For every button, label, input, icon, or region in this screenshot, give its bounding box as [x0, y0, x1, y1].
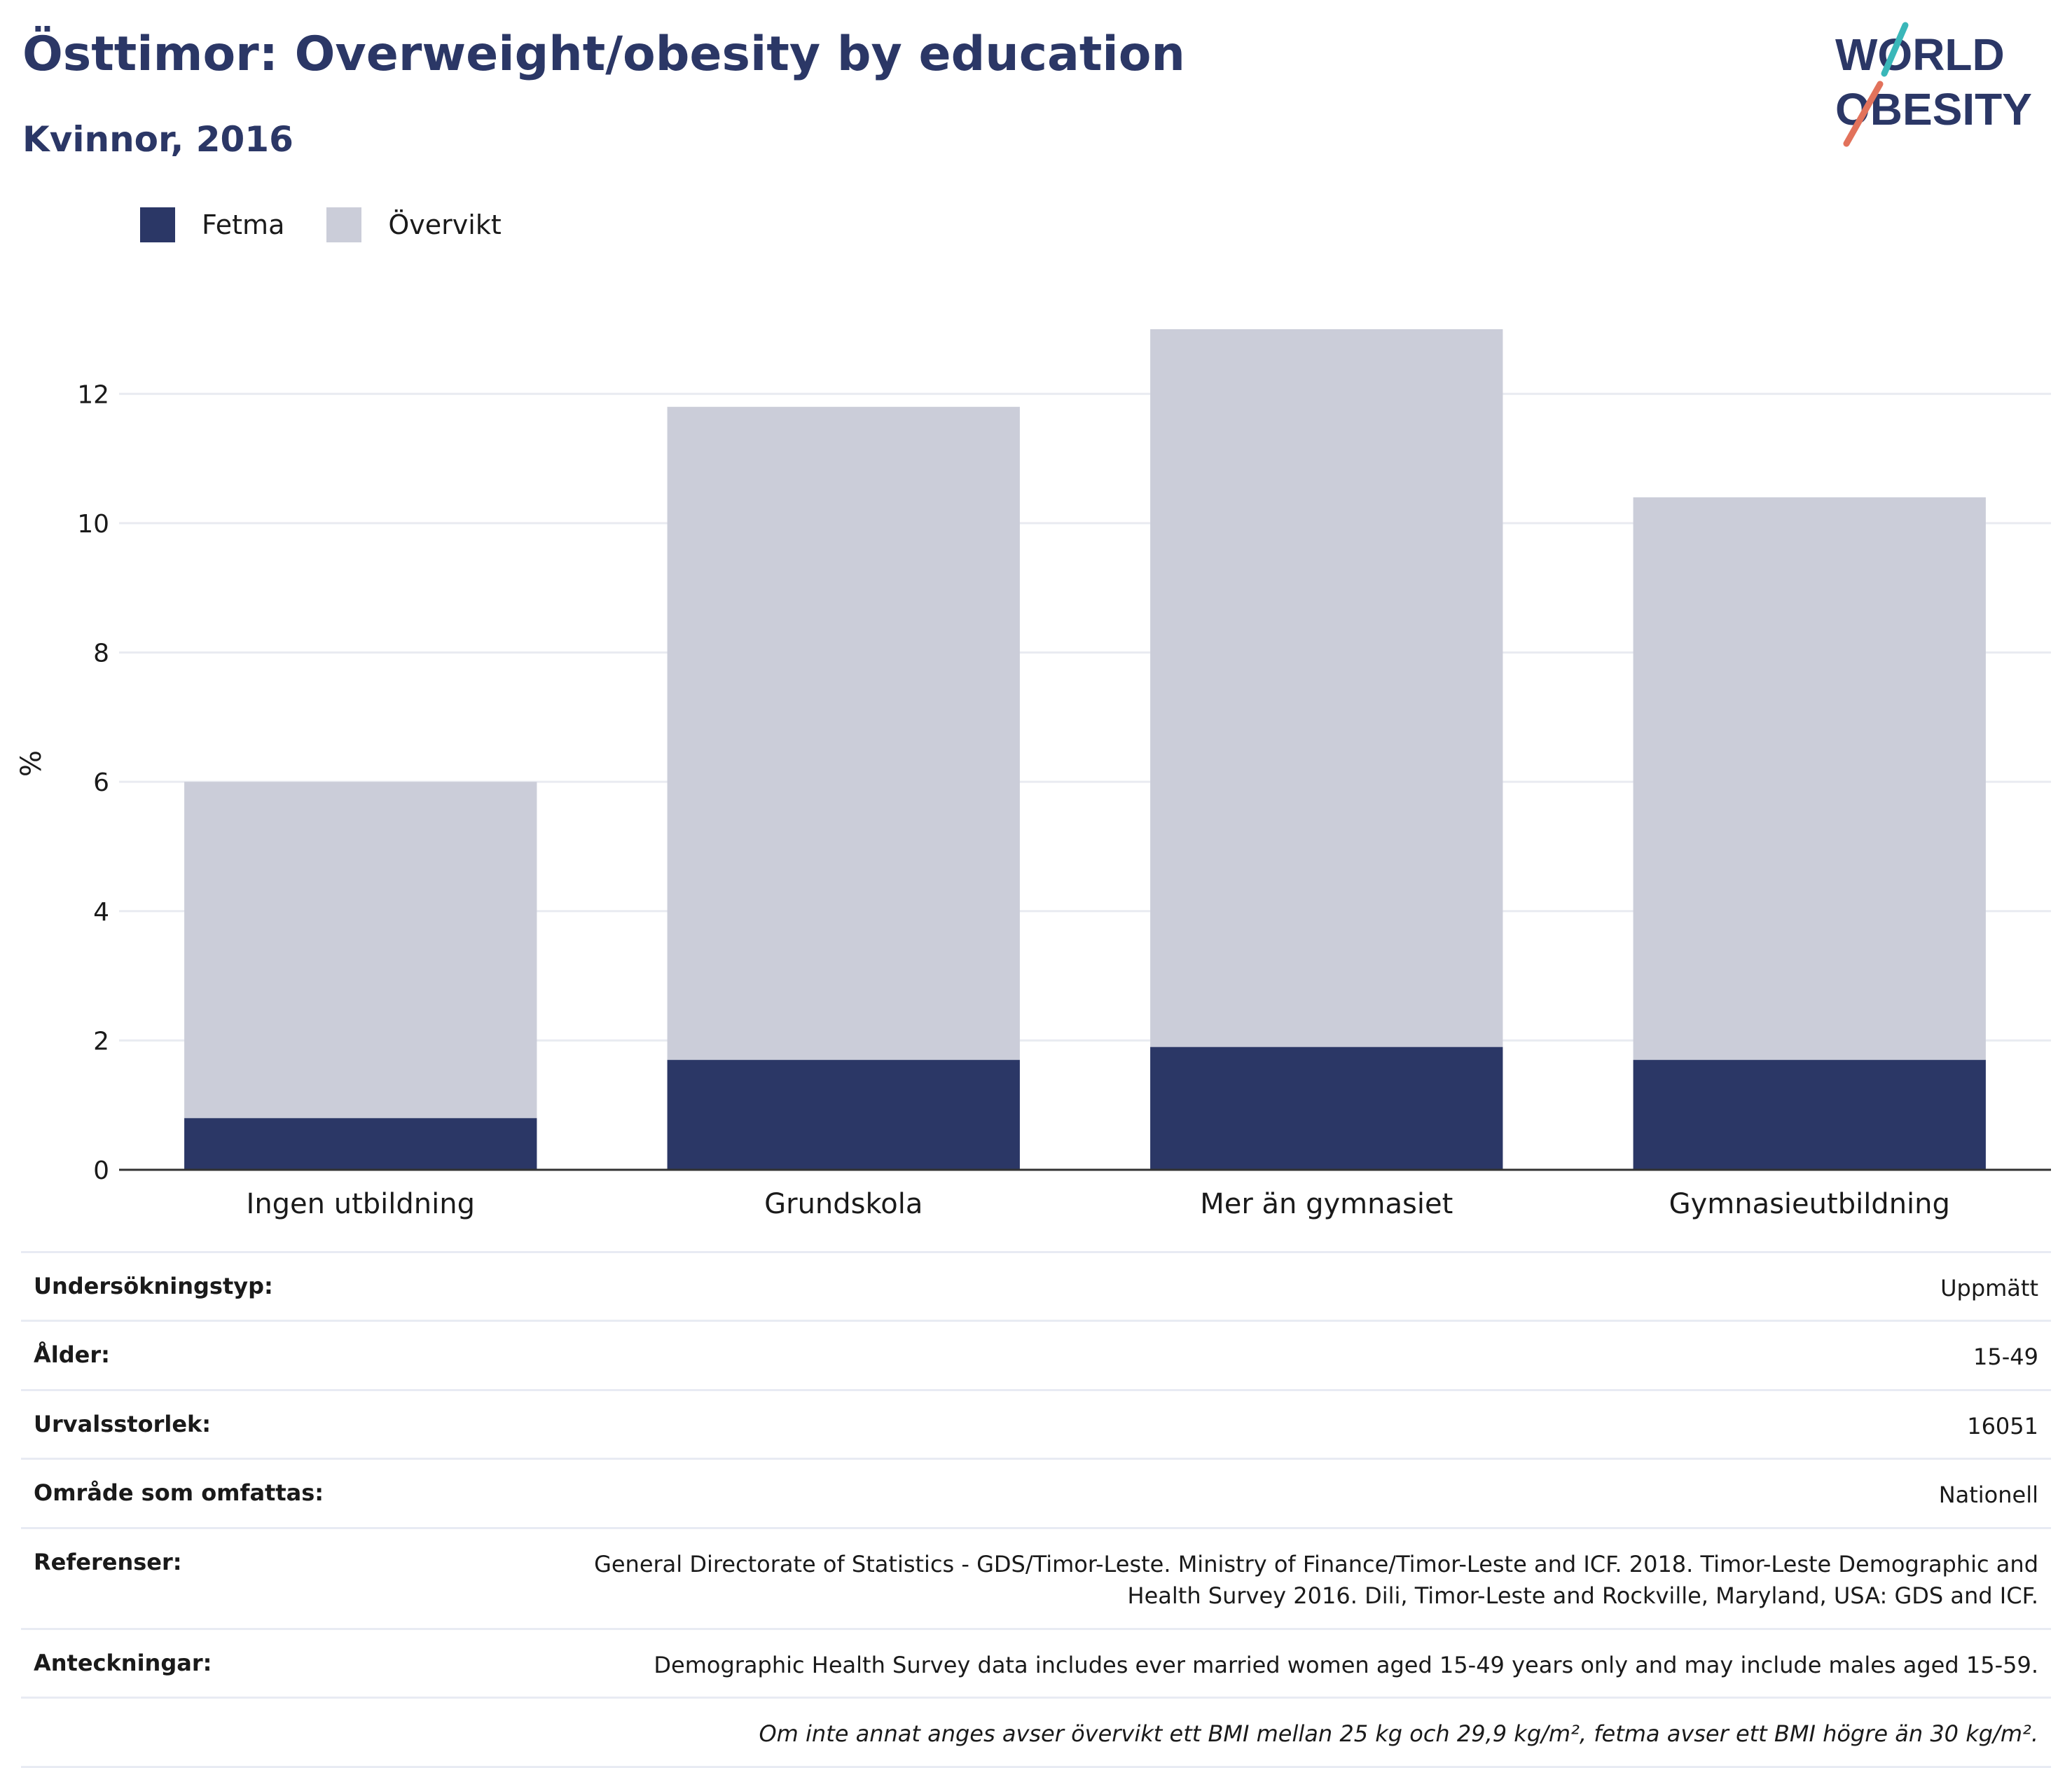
info-key: Område som omfattas:	[34, 1479, 324, 1507]
x-tick-label: Gymnasieutbildning	[1669, 1188, 1950, 1220]
info-row-footnote: Om inte annat anges avser övervikt ett B…	[21, 1697, 2051, 1768]
y-tick-label: 6	[93, 768, 109, 797]
bar-fetma[interactable]	[1633, 1060, 1986, 1170]
chart-title: Östtimor: Overweight/obesity by educatio…	[22, 27, 1185, 82]
legend-swatch-fetma	[140, 207, 175, 242]
bar-fetma[interactable]	[184, 1118, 537, 1170]
legend-swatch-overvikt	[326, 207, 362, 242]
x-tick-label: Grundskola	[764, 1188, 923, 1220]
y-axis-label: %	[15, 750, 48, 777]
info-row-coverage: Område som omfattas: Nationell	[21, 1458, 2051, 1526]
legend-item-overvikt[interactable]: Övervikt	[326, 207, 502, 242]
y-tick-label: 2	[93, 1027, 109, 1056]
bar-overvikt[interactable]	[1150, 329, 1503, 1047]
info-row-survey-type: Undersökningstyp: Uppmätt	[21, 1251, 2051, 1320]
info-key: Undersökningstyp:	[34, 1273, 273, 1299]
info-row-references: Referenser: General Directorate of Stati…	[21, 1526, 2051, 1628]
legend-item-fetma[interactable]: Fetma	[140, 207, 284, 242]
bar-fetma[interactable]	[667, 1060, 1020, 1170]
info-row-notes: Anteckningar: Demographic Health Survey …	[21, 1627, 2051, 1697]
y-tick-label: 10	[77, 510, 109, 539]
bar-overvikt[interactable]	[1633, 497, 1986, 1061]
y-tick-label: 12	[77, 380, 109, 409]
x-tick-label: Ingen utbildning	[247, 1188, 475, 1220]
legend-label-overvikt: Övervikt	[388, 209, 502, 240]
survey-info-table: Undersökningstyp: Uppmätt Ålder: 15-49 U…	[21, 1251, 2051, 1768]
chart-bars	[184, 329, 1986, 1170]
logo-slash-teal	[1881, 22, 1909, 77]
stacked-bar-chart: 0 2 4 6 8 10 12 Ingen utbildning Grundskola Mer …	[15, 329, 2051, 1220]
info-key: Referenser:	[34, 1548, 182, 1575]
info-value: 15-49	[1973, 1344, 2038, 1371]
x-tick-label: Mer än gymnasiet	[1200, 1188, 1453, 1220]
legend-label-fetma: Fetma	[202, 209, 285, 240]
info-key: Ålder:	[34, 1341, 110, 1369]
info-row-age: Ålder: 15-49	[21, 1320, 2051, 1388]
info-value: 16051	[1967, 1412, 2038, 1439]
chart-subtitle: Kvinnor, 2016	[22, 119, 293, 160]
bmi-footnote: Om inte annat anges avser övervikt ett B…	[759, 1720, 2038, 1748]
y-axis-ticks: 0 2 4 6 8 10 12	[77, 380, 109, 1185]
info-value: Demographic Health Survey data includes …	[654, 1651, 2038, 1678]
info-row-sample-size: Urvalsstorlek: 16051	[21, 1388, 2051, 1458]
info-key: Anteckningar:	[34, 1649, 212, 1676]
reference-line-1: General Directorate of Statistics - GDS/…	[594, 1550, 2038, 1577]
bar-overvikt[interactable]	[184, 782, 537, 1119]
y-tick-label: 8	[93, 640, 109, 668]
info-value: General Directorate of Statistics - GDS/…	[594, 1549, 2038, 1612]
reference-line-2: Health Survey 2016. Dili, Timor-Leste an…	[1127, 1582, 2038, 1610]
bar-fetma[interactable]	[1150, 1047, 1503, 1170]
x-axis-ticks: Ingen utbildning Grundskola Mer än gymnasi…	[247, 1188, 1950, 1220]
bar-overvikt[interactable]	[667, 406, 1020, 1061]
logo-line1: WORLD	[1835, 29, 2005, 80]
y-tick-label: 0	[93, 1156, 109, 1185]
world-obesity-logo: WORLD OBESITY	[1821, 21, 2059, 147]
y-tick-label: 4	[93, 898, 109, 927]
logo-slash-coral	[1843, 81, 1884, 147]
info-key: Urvalsstorlek:	[34, 1410, 212, 1437]
info-value: Nationell	[1938, 1482, 2038, 1509]
info-value: Uppmätt	[1940, 1275, 2038, 1301]
chart-legend: Fetma Övervikt	[140, 207, 544, 242]
